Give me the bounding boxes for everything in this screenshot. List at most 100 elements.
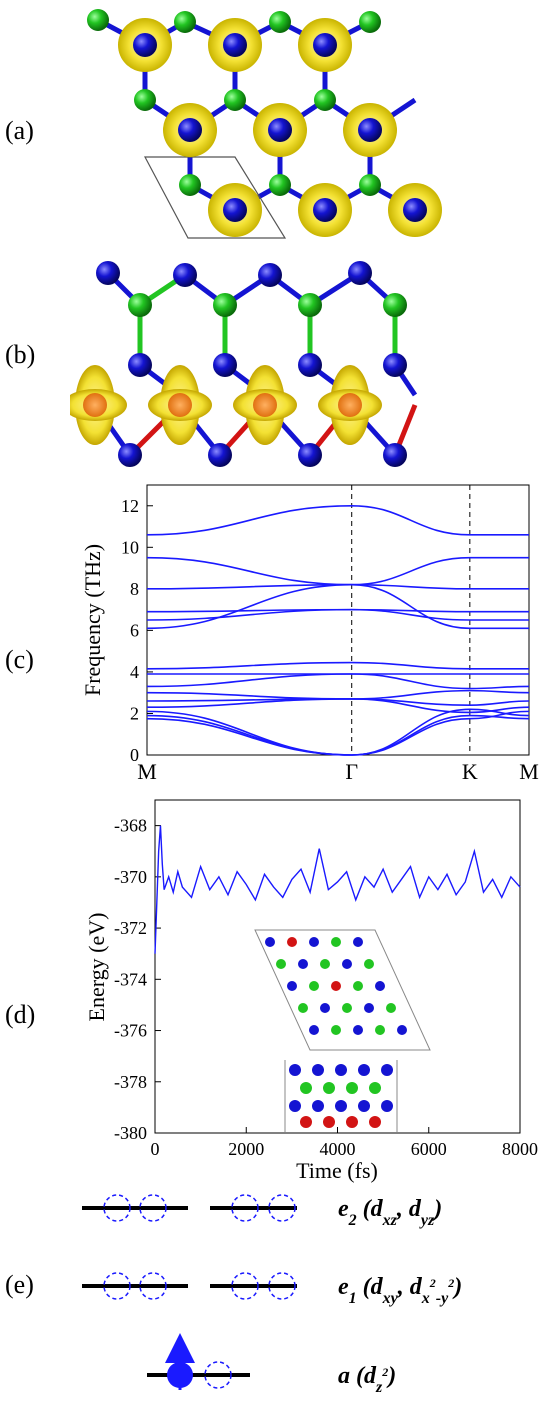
blue-atoms-a bbox=[133, 33, 427, 222]
y-tick-label: -378 bbox=[114, 1072, 147, 1092]
y-tick-label: -370 bbox=[114, 867, 147, 887]
x-tick-label: 0 bbox=[151, 1139, 160, 1159]
inset-atom bbox=[346, 1082, 358, 1094]
panel-label-c: (c) bbox=[5, 645, 34, 674]
inset-atom bbox=[298, 1003, 308, 1013]
inset-atom bbox=[309, 981, 319, 991]
a-label: a (dz2) bbox=[338, 1363, 396, 1396]
inset-atom bbox=[364, 959, 374, 969]
inset-atom bbox=[386, 1003, 396, 1013]
inset-atom bbox=[369, 1116, 381, 1128]
inset-atom bbox=[309, 937, 319, 947]
inset-atom bbox=[300, 1116, 312, 1128]
y-axis-label: Frequency (THz) bbox=[80, 544, 105, 696]
md-energy-chart: Energy (eV) Time (fs) -368 -370 -372 -374 -3… bbox=[84, 799, 538, 1183]
y-tick-label: -374 bbox=[114, 969, 147, 989]
e1-label: e1 (dxy, dx2-y2) bbox=[338, 1274, 462, 1307]
inset-atom bbox=[364, 1003, 374, 1013]
y-tick-label: 0 bbox=[130, 745, 139, 765]
y-tick-label: 12 bbox=[121, 496, 139, 516]
inset-atom bbox=[289, 1100, 301, 1112]
a-level: a (dz2) bbox=[147, 1333, 396, 1396]
isosurfaces-b bbox=[70, 365, 382, 445]
structure-top-view bbox=[87, 9, 442, 239]
inset-atom bbox=[323, 1082, 335, 1094]
orbital-diagram: e2 (dxz, dyz) e1 (dxy, dx2-y2) a (dz2) bbox=[82, 1194, 462, 1396]
inset-atom bbox=[353, 937, 363, 947]
inset-atom bbox=[346, 1116, 358, 1128]
y-tick-label: -376 bbox=[114, 1021, 147, 1041]
y-tick-label: 6 bbox=[130, 620, 139, 640]
inset-atom bbox=[265, 937, 275, 947]
e2-level: e2 (dxz, dyz) bbox=[82, 1194, 442, 1229]
x-tick-label: 4000 bbox=[320, 1139, 356, 1159]
x-axis-label: Time (fs) bbox=[296, 1158, 378, 1183]
inset-atom bbox=[375, 1025, 385, 1035]
structure-side-view bbox=[70, 261, 418, 467]
phonon-branch-6 bbox=[146, 673, 530, 690]
inset-atom bbox=[342, 959, 352, 969]
inset-atom bbox=[375, 981, 385, 991]
green-atoms-a bbox=[87, 9, 381, 196]
phonon-branch-1 bbox=[146, 708, 530, 756]
phonon-branch-14 bbox=[146, 504, 529, 536]
inset-atom bbox=[298, 959, 308, 969]
phonon-branch-9 bbox=[146, 583, 529, 630]
inset-atom bbox=[320, 959, 330, 969]
inset-atom bbox=[331, 937, 341, 947]
y-tick-label: -372 bbox=[114, 918, 147, 938]
unit-cell bbox=[144, 156, 287, 239]
inset-atom bbox=[312, 1100, 324, 1112]
green-atoms-b bbox=[128, 293, 407, 317]
y-tick-label: 10 bbox=[121, 537, 139, 557]
x-tick-label: K bbox=[462, 759, 478, 784]
y-axis-label: Energy (eV) bbox=[84, 913, 109, 1022]
x-tick-label: 6000 bbox=[411, 1139, 447, 1159]
inset-atom bbox=[358, 1100, 370, 1112]
panel-label-d: (d) bbox=[5, 1000, 36, 1029]
x-tick-label: Γ bbox=[345, 759, 358, 784]
x-tick-label: 8000 bbox=[502, 1139, 538, 1159]
phonon-band-chart: Frequency (THz) 0 2 4 6 8 10 12 M Γ K M bbox=[80, 484, 539, 784]
x-tick-label: 2000 bbox=[228, 1139, 264, 1159]
inset-atom bbox=[358, 1064, 370, 1076]
inset-atom bbox=[312, 1064, 324, 1076]
inset-atom bbox=[342, 1003, 352, 1013]
inset-atom bbox=[331, 1025, 341, 1035]
phonon-branch-10 bbox=[146, 608, 529, 621]
e1-level: e1 (dxy, dx2-y2) bbox=[82, 1272, 462, 1307]
y-tick-label: -368 bbox=[114, 816, 147, 836]
phonon-branch-8 bbox=[146, 661, 529, 670]
phonon-branch-4 bbox=[146, 698, 530, 706]
panel-label-b: (b) bbox=[5, 340, 36, 369]
inset-atom bbox=[331, 981, 341, 991]
y-tick-label: -380 bbox=[114, 1123, 147, 1143]
energy-trace bbox=[154, 825, 521, 954]
inset-structure-side bbox=[284, 1060, 398, 1132]
panel-label-a: (a) bbox=[5, 116, 34, 145]
inset-atom bbox=[353, 1025, 363, 1035]
phonon-branch-11 bbox=[146, 608, 529, 613]
inset-atom bbox=[397, 1025, 407, 1035]
inset-atom bbox=[323, 1116, 335, 1128]
inset-atom bbox=[320, 1003, 330, 1013]
blue-atoms-b bbox=[96, 261, 407, 467]
phonon-branch-12 bbox=[146, 583, 529, 590]
inset-atom bbox=[287, 937, 297, 947]
inset-atom bbox=[287, 981, 297, 991]
phonon-branch-2 bbox=[146, 710, 530, 756]
inset-atom bbox=[381, 1100, 393, 1112]
inset-atom bbox=[353, 981, 363, 991]
phonon-branch-13 bbox=[146, 556, 529, 586]
inset-atom bbox=[335, 1100, 347, 1112]
inset-atom bbox=[335, 1064, 347, 1076]
x-tick-label: M bbox=[137, 759, 157, 784]
phonon-branch-5 bbox=[146, 689, 530, 700]
y-tick-label: 2 bbox=[130, 703, 139, 723]
x-tick-label: M bbox=[519, 759, 539, 784]
inset-atom bbox=[289, 1064, 301, 1076]
inset-structure-top bbox=[254, 929, 431, 1051]
inset-atom bbox=[276, 959, 286, 969]
y-tick-label: 8 bbox=[130, 579, 139, 599]
y-tick-label: 4 bbox=[130, 662, 139, 682]
